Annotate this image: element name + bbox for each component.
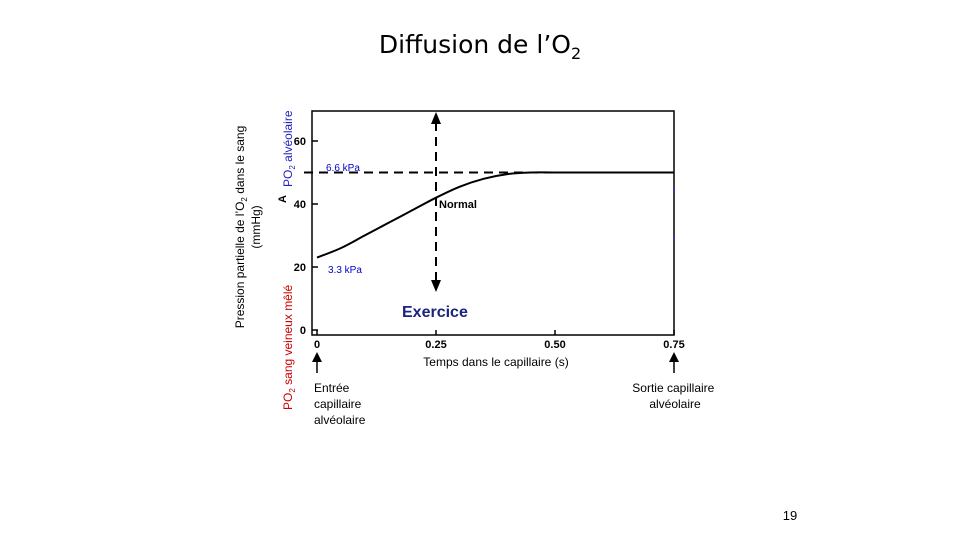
y-tick-label: 60 bbox=[294, 136, 306, 148]
y-axis-label: Pression partielle de l’O2 dans le sang bbox=[233, 126, 249, 329]
plot-frame bbox=[311, 110, 675, 336]
venous-kpa-label: 3.3 kPa bbox=[328, 265, 362, 276]
exit-label: Sortie capillaire alvéolaire bbox=[632, 381, 717, 411]
entry-label: Entrée capillaire alvéolaire bbox=[314, 381, 366, 427]
y-axis-ticks: 0 20 40 60 bbox=[294, 136, 318, 337]
x-axis-ticks: 0 0.25 0.50 0.75 bbox=[314, 330, 685, 351]
exit-label-line-2: alvéolaire bbox=[649, 397, 701, 411]
entry-label-line-3: alvéolaire bbox=[314, 413, 366, 427]
entry-label-line-2: capillaire bbox=[314, 397, 362, 411]
slide-title-main: Diffusion de l’O bbox=[378, 30, 571, 59]
po2-venous-label: PO2 sang veineux mêlé bbox=[281, 284, 297, 410]
y-axis-label-pre: Pression partielle de l’O bbox=[233, 202, 247, 329]
y-axis-unit: (mmHg) bbox=[249, 205, 263, 248]
entry-label-line-1: Entrée bbox=[314, 381, 350, 395]
po2-alveolar-sub: 2 bbox=[288, 165, 297, 170]
x-tick-label: 0.25 bbox=[425, 339, 446, 351]
po2-venous-text: sang veineux mêlé bbox=[281, 284, 295, 384]
normal-curve bbox=[316, 171, 674, 259]
po2-venous-sub: 2 bbox=[288, 388, 297, 393]
x-axis-label: Temps dans le capillaire (s) bbox=[423, 355, 568, 369]
y-axis-label-sub: 2 bbox=[240, 197, 249, 202]
po2-alveolar-text: alvéolaire bbox=[281, 110, 295, 162]
x-tick-label: 0.50 bbox=[544, 339, 565, 351]
exercise-arrow-up-icon bbox=[431, 112, 441, 124]
y-tick-label: 0 bbox=[300, 325, 306, 337]
exercise-label: Exercice bbox=[402, 304, 468, 321]
y-tick-label: 20 bbox=[294, 262, 306, 274]
x-tick-label: 0 bbox=[314, 339, 320, 351]
y-axis-label-post: dans le sang bbox=[233, 126, 247, 197]
exercise-arrow-down-icon bbox=[431, 280, 441, 292]
po2-alveolar-label: PO2 alvéolaire bbox=[281, 110, 297, 187]
exit-arrow-icon bbox=[669, 352, 679, 362]
entry-arrow-icon bbox=[312, 352, 322, 362]
po2-alveolar-prefix: PO bbox=[281, 170, 295, 187]
page-number: 19 bbox=[782, 508, 798, 523]
exit-label-line-1: Sortie capillaire bbox=[632, 381, 714, 395]
normal-curve-label: Normal bbox=[439, 199, 477, 211]
marker-a: A bbox=[277, 195, 289, 203]
alveolar-kpa-label: 6.6 kPa bbox=[326, 163, 360, 174]
po2-venous-prefix: PO bbox=[281, 393, 295, 410]
y-tick-label: 40 bbox=[294, 199, 306, 211]
slide-title: Diffusion de l’O2 bbox=[0, 30, 960, 63]
x-tick-label: 0.75 bbox=[663, 339, 684, 351]
slide-title-subscript: 2 bbox=[570, 44, 582, 63]
